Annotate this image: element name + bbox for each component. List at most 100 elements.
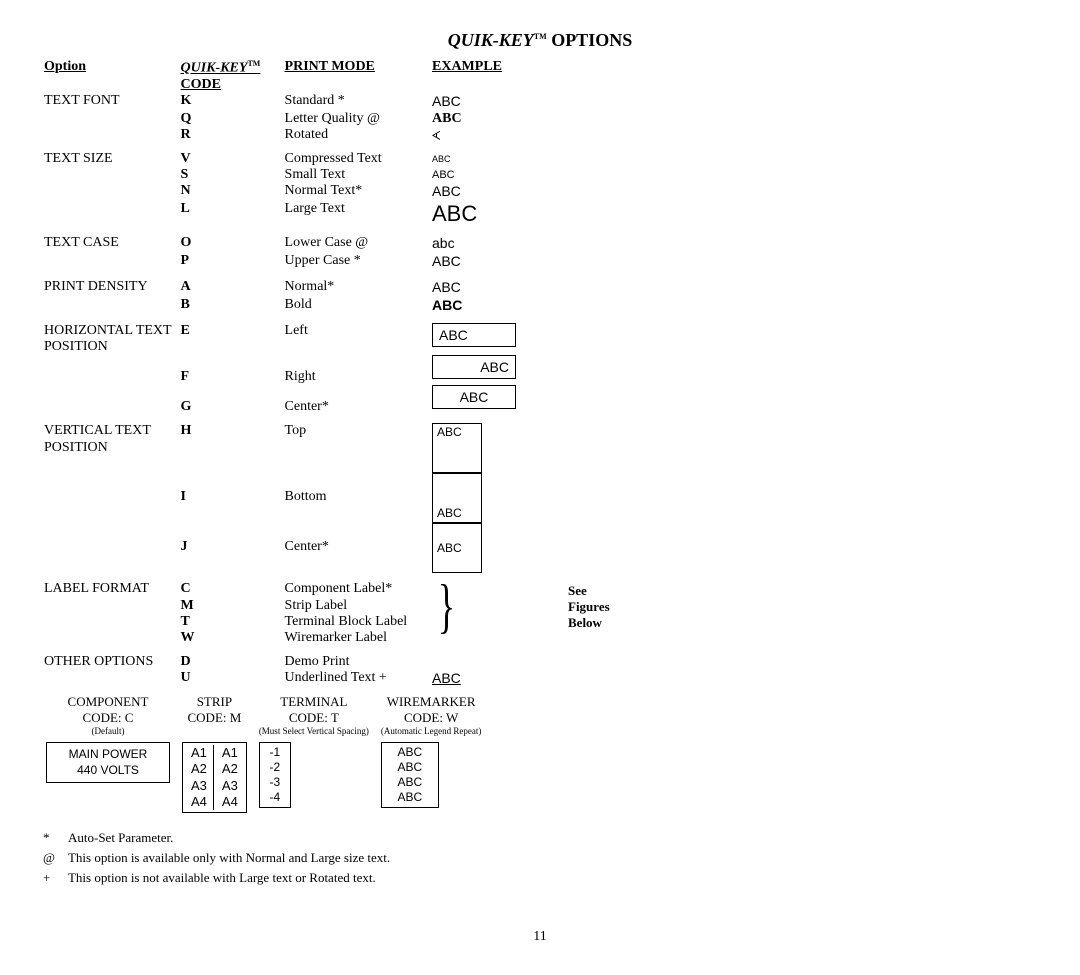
mode-cell: Small Text xyxy=(281,167,428,183)
code-cell: F xyxy=(177,355,281,385)
option-label xyxy=(40,614,177,630)
code-cell: M xyxy=(177,598,281,614)
fig-term-box: -1-2-3-4 xyxy=(259,742,291,808)
example-cell: ABC xyxy=(428,93,520,111)
fig-component-box: MAIN POWER 440 VOLTS xyxy=(46,742,170,783)
fig-component-code: CODE: C xyxy=(46,710,170,726)
option-label: OTHER OPTIONS xyxy=(40,654,177,670)
hdr-code: QUIK-KEYTM CODE xyxy=(177,59,281,93)
fig-term-code: CODE: T xyxy=(259,710,369,726)
hdr-option: Option xyxy=(40,59,177,93)
example-cell: ABC xyxy=(428,670,520,688)
mode-cell: Rotated xyxy=(281,127,428,143)
code-cell: V xyxy=(177,151,281,167)
example-cell: ABC xyxy=(428,323,520,355)
option-label xyxy=(40,385,177,415)
example-cell xyxy=(428,654,520,670)
note-text: This option is not available with Large … xyxy=(67,869,400,887)
code-cell: B xyxy=(177,297,281,315)
code-cell: L xyxy=(177,201,281,226)
fig-component-title: COMPONENT xyxy=(46,694,170,710)
option-label xyxy=(40,670,177,688)
option-label xyxy=(40,111,177,127)
page-number: 11 xyxy=(40,929,1040,945)
brace-icon: } xyxy=(438,581,455,631)
mode-cell: Lower Case @ xyxy=(281,235,428,253)
note-symbol: @ xyxy=(42,849,65,867)
mode-cell: Demo Print xyxy=(281,654,428,670)
code-cell: J xyxy=(177,523,281,573)
hdr-mode: PRINT MODE xyxy=(281,59,428,93)
example-cell: ABC xyxy=(428,279,520,297)
code-cell: H xyxy=(177,423,281,473)
title-tm: TM xyxy=(534,32,547,41)
mode-cell: Strip Label xyxy=(281,598,428,614)
option-label: TEXT SIZE xyxy=(40,151,177,167)
mode-cell: Letter Quality @ xyxy=(281,111,428,127)
note-symbol: * xyxy=(42,829,65,847)
example-cell: ABC xyxy=(428,297,520,315)
note-symbol: + xyxy=(42,869,65,887)
example-cell: ABC xyxy=(428,355,520,385)
example-cell: ᗅ xyxy=(428,127,520,143)
mode-cell: Upper Case * xyxy=(281,253,428,271)
title-p1: QUIK-KEY xyxy=(448,30,534,50)
example-cell: ABC xyxy=(428,523,520,573)
fig-wire-code: CODE: W xyxy=(381,710,481,726)
note-text: Auto-Set Parameter. xyxy=(67,829,400,847)
example-cell: ABC xyxy=(428,151,520,167)
option-label xyxy=(40,355,177,385)
example-cell: ABC xyxy=(428,201,520,226)
footnotes: *Auto-Set Parameter.@This option is avai… xyxy=(40,827,402,889)
option-label xyxy=(40,183,177,201)
code-cell: E xyxy=(177,323,281,355)
code-cell: R xyxy=(177,127,281,143)
fig-term-title: TERMINAL xyxy=(259,694,369,710)
option-label xyxy=(40,598,177,614)
option-label: VERTICAL TEXTPOSITION xyxy=(40,423,177,473)
code-cell: Q xyxy=(177,111,281,127)
mode-cell: Terminal Block Label xyxy=(281,614,428,630)
example-cell: ABC xyxy=(428,167,520,183)
mode-cell: Compressed Text xyxy=(281,151,428,167)
options-table: Option QUIK-KEYTM CODE PRINT MODE EXAMPL… xyxy=(40,59,520,688)
code-cell: O xyxy=(177,235,281,253)
mode-cell: Center* xyxy=(281,523,428,573)
mode-cell: Component Label* xyxy=(281,581,428,597)
mode-cell: Underlined Text + xyxy=(281,670,428,688)
code-cell: D xyxy=(177,654,281,670)
example-cell: ABC xyxy=(428,473,520,523)
hdr-example: EXAMPLE xyxy=(428,59,520,93)
mode-cell: Center* xyxy=(281,385,428,415)
mode-cell: Normal Text* xyxy=(281,183,428,201)
title-p2: OPTIONS xyxy=(547,30,633,50)
example-cell: ABC xyxy=(428,385,520,415)
note-text: This option is available only with Norma… xyxy=(67,849,400,867)
mode-cell: Wiremarker Label xyxy=(281,630,428,646)
example-cell: ABC xyxy=(428,423,520,473)
option-label xyxy=(40,167,177,183)
code-cell: G xyxy=(177,385,281,415)
mode-cell: Bottom xyxy=(281,473,428,523)
option-label: LABEL FORMAT xyxy=(40,581,177,597)
code-cell: U xyxy=(177,670,281,688)
fig-strip-title: STRIP xyxy=(182,694,247,710)
option-label xyxy=(40,127,177,143)
mode-cell: Large Text xyxy=(281,201,428,226)
page-title: QUIK-KEYTM OPTIONS xyxy=(40,30,1040,51)
option-label: TEXT FONT xyxy=(40,93,177,111)
code-cell: I xyxy=(177,473,281,523)
option-label xyxy=(40,253,177,271)
fig-component-sub: (Default) xyxy=(46,726,170,736)
option-label xyxy=(40,630,177,646)
fig-strip-code: CODE: M xyxy=(182,710,247,726)
example-cell: ABC xyxy=(428,253,520,271)
code-cell: S xyxy=(177,167,281,183)
option-label xyxy=(40,523,177,573)
mode-cell: Top xyxy=(281,423,428,473)
mode-cell: Normal* xyxy=(281,279,428,297)
option-label xyxy=(40,297,177,315)
option-label xyxy=(40,201,177,226)
example-cell: abc xyxy=(428,235,520,253)
option-label xyxy=(40,473,177,523)
